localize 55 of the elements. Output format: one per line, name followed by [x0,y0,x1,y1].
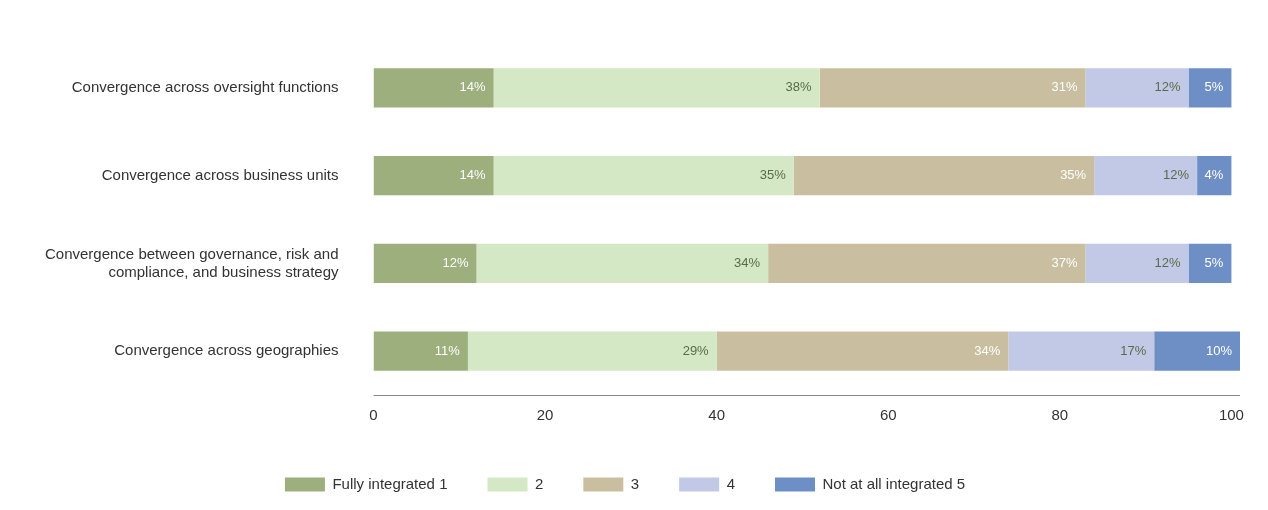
y-tick-label: Convergence across business units [101,165,339,183]
x-tick-label: 60 [879,406,897,424]
data-label: 12% [1154,254,1181,270]
bar [373,331,468,371]
bar [1094,155,1198,196]
data-label: 11% [434,342,461,358]
bar [768,243,1086,284]
data-label: 34% [974,342,1001,358]
x-tick-label: 0 [369,406,378,424]
data-label: 31% [1051,79,1079,95]
legend-label: 2 [534,474,544,492]
y-tick-label: Convergence across oversight functions [71,78,339,96]
y-tick-label: Convergence between governance, risk and compliance, and business strategy [44,244,339,280]
bar [373,68,494,108]
data-label: 35% [759,167,787,183]
bar [467,331,717,371]
x-tick-label: 40 [708,406,726,424]
data-label: 34% [734,254,761,270]
data-label: 5% [1204,254,1224,270]
bar [373,155,494,196]
data-label: 37% [1051,254,1079,270]
x-tick-label: 80 [1051,406,1069,424]
data-label: 14% [459,79,487,95]
data-label: 5% [1204,79,1224,95]
bar [1008,331,1155,371]
data-label: 12% [1163,167,1190,183]
bar [793,155,1095,196]
data-label: 12% [1154,79,1181,95]
x-tick-label: 20 [536,406,554,424]
data-label: 38% [785,79,813,95]
data-label: 12% [442,254,469,270]
bar [373,243,477,284]
bar [493,68,820,108]
y-tick-label: Convergence across geographies [114,341,339,359]
data-label: 29% [682,342,710,358]
bar [716,331,1009,371]
data-label: 17% [1120,342,1147,358]
bar [476,243,769,284]
data-label: 4% [1204,167,1224,183]
bar [1085,68,1189,108]
bar [493,155,794,196]
legend-label: 4 [726,474,735,492]
bar [1197,155,1232,196]
bar [819,68,1086,108]
bar [1188,68,1232,108]
legend-label: Not at all integrated 5 [822,474,966,492]
bar [1085,243,1189,284]
legend-label: 3 [630,474,640,492]
data-label: 14% [459,167,487,183]
data-label: 35% [1060,167,1087,183]
bar [1188,243,1232,284]
x-tick-label: 100 [1218,406,1244,424]
bar [1154,331,1240,371]
data-label: 10% [1205,342,1233,358]
legend-label: Fully integrated 1 [332,474,448,492]
